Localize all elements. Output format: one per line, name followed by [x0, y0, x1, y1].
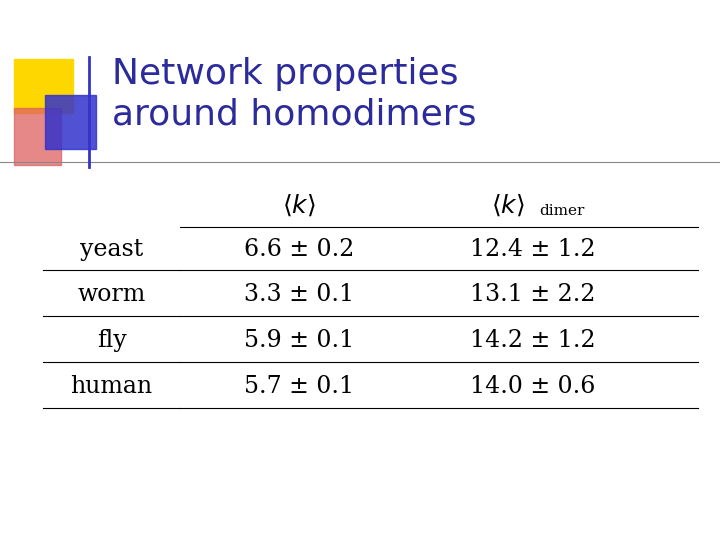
Text: human: human [71, 375, 153, 397]
Text: around homodimers: around homodimers [112, 97, 476, 131]
Text: 13.1 ± 2.2: 13.1 ± 2.2 [470, 283, 595, 306]
Text: 12.4 ± 1.2: 12.4 ± 1.2 [470, 238, 595, 261]
Text: 14.2 ± 1.2: 14.2 ± 1.2 [470, 329, 595, 352]
Text: 5.9 ± 0.1: 5.9 ± 0.1 [243, 329, 354, 352]
Text: Network properties: Network properties [112, 57, 458, 91]
Text: 5.7 ± 0.1: 5.7 ± 0.1 [244, 375, 354, 397]
Text: dimer: dimer [539, 204, 585, 218]
Text: yeast: yeast [80, 238, 143, 261]
Text: fly: fly [96, 329, 127, 352]
Text: 14.0 ± 0.6: 14.0 ± 0.6 [470, 375, 595, 397]
Text: 3.3 ± 0.1: 3.3 ± 0.1 [244, 283, 354, 306]
Text: worm: worm [78, 283, 145, 306]
Text: $\langle k \rangle$: $\langle k \rangle$ [282, 192, 315, 218]
Text: 6.6 ± 0.2: 6.6 ± 0.2 [243, 238, 354, 261]
Text: $\langle k \rangle$: $\langle k \rangle$ [491, 192, 524, 218]
